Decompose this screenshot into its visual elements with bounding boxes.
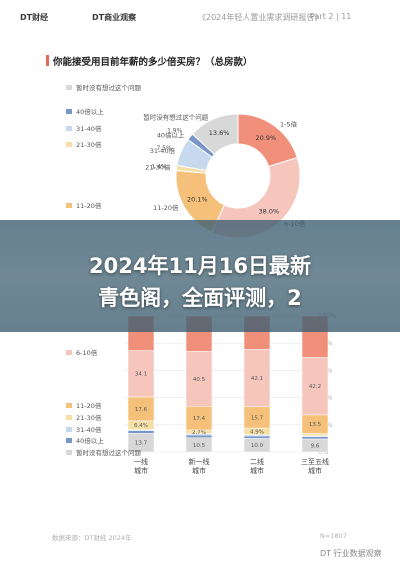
bar-data-label: 40.5 — [193, 377, 206, 383]
bar-data-label: 10.0 — [251, 443, 264, 449]
pie-slice-category: 31-40倍 — [150, 146, 176, 155]
bar-data-label: 2.7% — [192, 430, 206, 436]
pie-legend-swatch — [66, 203, 72, 208]
pie-slice-category: 暂时没有想过这个问题 — [143, 112, 209, 121]
chart-title: 你能接受用目前年薪的多少倍买房？（总房款） — [46, 54, 253, 68]
bar-legend-label: 暂时没有想过这个问题 — [76, 448, 142, 457]
pie-legend-swatch — [66, 85, 72, 90]
bar-data-label: 9.6 — [311, 443, 320, 449]
bar-legend-swatch — [66, 438, 72, 443]
page-number: Part 2 | 11 — [310, 12, 352, 21]
pie-legend-swatch — [66, 126, 72, 131]
brand-logo: DT财经 — [20, 13, 49, 22]
x-tick-label: 新一线 — [189, 457, 210, 466]
bar-legend-label: 31-40倍 — [76, 425, 102, 434]
bar-legend-label: 6-10倍 — [76, 348, 98, 357]
document-title: 《2024年轻人置业需求调研报告》 — [198, 13, 323, 22]
page-header: DT财经 DT商业观察 《2024年轻人置业需求调研报告》 Part 2 | 1… — [0, 0, 400, 38]
pie-slice-label: 7.5% — [156, 145, 172, 152]
article-banner[interactable] — [0, 220, 400, 332]
bar-data-label: 34.1 — [135, 372, 147, 378]
pie-legend-label: 暂时没有想过这个问题 — [76, 83, 142, 92]
bar-data-label: 15.7 — [251, 415, 264, 421]
pie-legend-label: 40倍以上 — [76, 107, 104, 116]
bar-segment — [127, 430, 155, 434]
pie-legend-swatch — [66, 109, 72, 114]
bar-segment — [301, 432, 329, 436]
bar-data-label: 17.6 — [135, 407, 148, 413]
pie-legend-label: 21-30倍 — [76, 140, 102, 149]
bar-segment — [301, 436, 329, 440]
bar-data-label: 42.2 — [309, 384, 321, 390]
pie-legend-label: 11-20倍 — [76, 201, 102, 210]
x-tick-label: 城市 — [192, 466, 206, 475]
bar-legend-swatch — [66, 403, 72, 408]
article-banner-title[interactable]: 2024年11月16日最新 青色阁，全面评测，2 — [89, 254, 311, 310]
pie-slice-category: 40倍以上 — [157, 130, 185, 139]
bar-segment — [127, 350, 155, 398]
pie-slice-category: 1-5倍 — [280, 119, 298, 128]
pie-slice-label: 13.6% — [209, 129, 230, 137]
pie-slice-label: 38.0% — [259, 207, 280, 215]
x-tick-label: 城市 — [250, 466, 264, 475]
bar-data-label: 4.9% — [250, 429, 264, 435]
x-tick-label: 城市 — [134, 466, 148, 475]
x-tick-label: 城市 — [308, 466, 322, 475]
pie-slice — [191, 113, 239, 156]
bar-legend-swatch — [66, 350, 72, 355]
sample-size-note: N=1807 — [320, 532, 347, 540]
bar-legend-swatch — [66, 427, 72, 432]
bar-legend-swatch — [66, 450, 72, 455]
pie-slice-category: 11-20倍 — [153, 203, 179, 212]
source-note: 数据来源：DT财经 2024年 — [52, 534, 132, 542]
bar-data-label: 13.5 — [309, 422, 322, 428]
pie-legend-label: 31-40倍 — [76, 124, 102, 133]
bar-legend-label: 40倍以上 — [76, 436, 104, 445]
pie-slice-category: 21-30倍 — [145, 163, 171, 172]
bar-data-label: 17.4 — [193, 416, 206, 422]
bar-data-label: 6.4% — [134, 423, 148, 429]
bar-legend-label: 21-30倍 — [76, 413, 102, 422]
bar-segment — [243, 435, 271, 439]
bar-legend-label: 11-20倍 — [76, 401, 102, 410]
pie-slice-label: 1.9% — [167, 127, 183, 134]
pie-slice-label: 1.4% — [151, 164, 167, 171]
bar-legend-swatch — [66, 415, 72, 420]
pie-slice-label: 20.1% — [187, 195, 208, 203]
x-tick-label: 三至五线 — [301, 457, 329, 466]
x-tick-label: 二线 — [250, 457, 264, 466]
pie-slice-label: 20.9% — [256, 134, 277, 142]
bar-data-label: 13.7 — [135, 441, 148, 447]
bar-segment — [301, 357, 329, 416]
brand-logo-secondary: DT商业观察 — [92, 13, 137, 22]
pie-legend-swatch — [66, 142, 72, 147]
bar-data-label: 42.1 — [251, 376, 263, 382]
x-tick-label: 一线 — [134, 457, 148, 466]
bar-data-label: 10.5 — [193, 443, 206, 449]
watermark: DT 行业数据观察 — [320, 549, 382, 558]
